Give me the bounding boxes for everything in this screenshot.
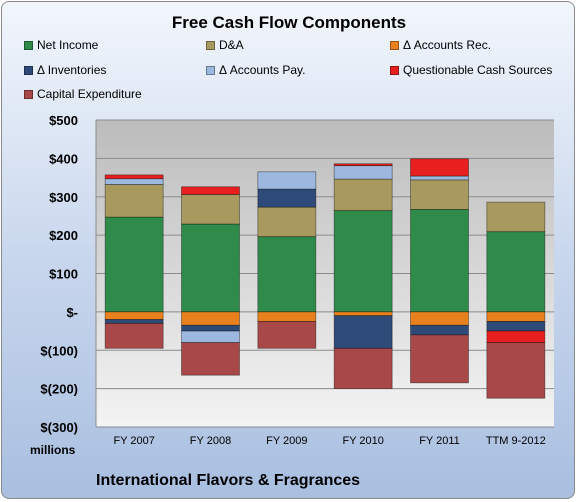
legend-item: Δ Accounts Pay. bbox=[206, 63, 306, 77]
bar-segment bbox=[181, 342, 240, 376]
y-tick-label: $500 bbox=[49, 113, 78, 128]
y-tick-label: $(300) bbox=[40, 420, 78, 435]
company-name: International Flavors & Fragrances bbox=[96, 472, 361, 489]
bar-segment bbox=[410, 334, 469, 384]
x-tick-label: FY 2009 bbox=[266, 435, 307, 447]
bar-segment bbox=[486, 321, 546, 332]
legend-item: Δ Accounts Rec. bbox=[390, 38, 491, 52]
bar-segment bbox=[257, 311, 317, 322]
legend-label: Questionable Cash Sources bbox=[403, 63, 553, 77]
bar-segment bbox=[257, 236, 317, 313]
bar-segment bbox=[181, 311, 240, 326]
y-tick-label: $- bbox=[66, 305, 78, 320]
units-label: millions bbox=[30, 443, 76, 457]
bar-segment bbox=[104, 178, 164, 185]
legend-swatch bbox=[390, 40, 399, 50]
bar-segment bbox=[410, 209, 469, 313]
bar-segment bbox=[333, 178, 393, 211]
bar-segment bbox=[104, 216, 164, 313]
bar-segment bbox=[257, 188, 317, 208]
bar-segment bbox=[486, 330, 546, 343]
legend-swatch bbox=[390, 65, 399, 75]
x-tick-label: TTM 9-2012 bbox=[486, 435, 546, 447]
bar-segment bbox=[410, 179, 469, 210]
bar-segment bbox=[181, 324, 240, 332]
legend-label: Δ Inventories bbox=[37, 63, 107, 77]
legend-label: Δ Accounts Rec. bbox=[403, 38, 492, 52]
chart-title: Free Cash Flow Components bbox=[171, 13, 407, 32]
bar-segment bbox=[333, 347, 393, 390]
bar-segment bbox=[333, 165, 393, 180]
bar-segment bbox=[104, 174, 164, 180]
x-tick-label: FY 2010 bbox=[342, 435, 383, 447]
bar-segment bbox=[333, 315, 393, 349]
legend-item: Net Income bbox=[24, 38, 98, 52]
bar-segment bbox=[410, 324, 469, 336]
y-tick-label: $(100) bbox=[40, 343, 78, 358]
bar-segment bbox=[486, 311, 546, 322]
legend-label: Net Income bbox=[37, 38, 99, 52]
bar-segment bbox=[486, 342, 546, 399]
x-tick-label: FY 2007 bbox=[113, 435, 154, 447]
bar-segment bbox=[181, 186, 240, 195]
bar-segment bbox=[257, 171, 317, 190]
bar-segment bbox=[410, 175, 469, 181]
bar-segment bbox=[104, 311, 164, 320]
legend-item: Capital Expenditure bbox=[24, 87, 142, 101]
bar-segment bbox=[486, 231, 546, 313]
bar-segment bbox=[333, 311, 393, 317]
bar-segment bbox=[333, 210, 393, 313]
legend-swatch bbox=[206, 40, 215, 50]
legend-item: Δ Inventories bbox=[24, 63, 106, 77]
bar-segment bbox=[410, 311, 469, 326]
bar-segment bbox=[181, 194, 240, 225]
y-tick-label: $100 bbox=[49, 267, 78, 282]
x-tick-label: FY 2011 bbox=[419, 435, 460, 447]
y-tick-label: $(200) bbox=[40, 382, 78, 397]
legend-swatch bbox=[24, 89, 33, 99]
y-tick-label: $300 bbox=[49, 190, 78, 205]
bar-segment bbox=[486, 201, 546, 233]
bar-segment bbox=[257, 206, 317, 238]
bar-segment bbox=[104, 184, 164, 218]
bar-segment bbox=[104, 319, 164, 324]
legend-label: D&A bbox=[219, 38, 244, 52]
bar-segment bbox=[181, 330, 240, 343]
y-tick-label: $200 bbox=[49, 228, 78, 243]
bar-segment bbox=[410, 158, 469, 177]
bar-segment bbox=[257, 321, 317, 349]
legend-label: Δ Accounts Pay. bbox=[219, 63, 306, 77]
bar-segment bbox=[333, 163, 393, 167]
legend-swatch bbox=[24, 65, 33, 75]
legend-swatch bbox=[206, 65, 215, 75]
legend-swatch bbox=[24, 40, 33, 50]
bar-segment bbox=[104, 322, 164, 349]
y-tick-label: $400 bbox=[49, 151, 78, 166]
legend-item: D&A bbox=[206, 38, 244, 52]
x-tick-label: FY 2008 bbox=[190, 435, 231, 447]
legend-label: Capital Expenditure bbox=[37, 87, 142, 101]
legend-item: Questionable Cash Sources bbox=[390, 63, 552, 77]
bar-segment bbox=[181, 223, 240, 313]
